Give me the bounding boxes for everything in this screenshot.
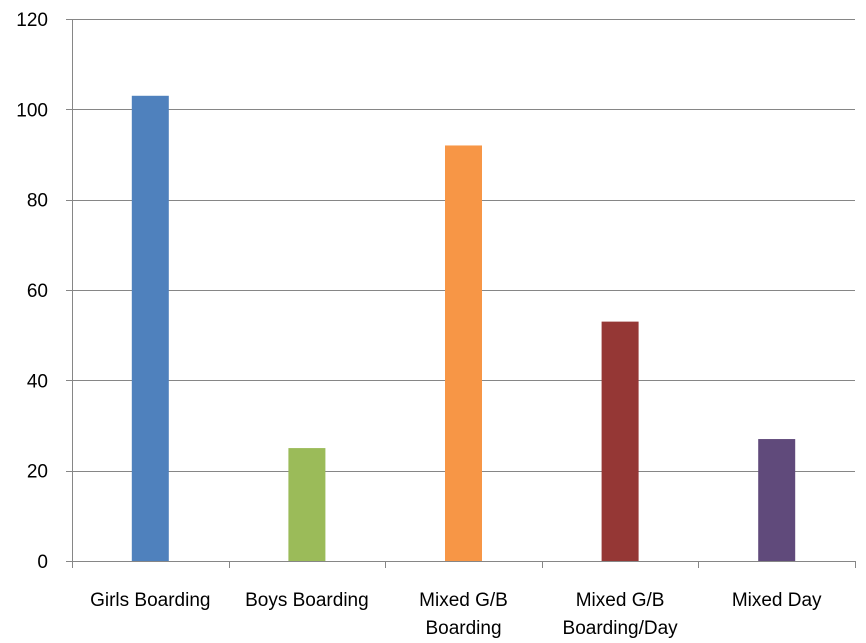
x-tick-label: Mixed G/B <box>576 590 665 611</box>
bar-3 <box>601 321 639 561</box>
y-tick-label: 80 <box>27 191 48 212</box>
x-tick-label: Girls Boarding <box>90 590 210 611</box>
y-tick-label: 120 <box>16 10 48 31</box>
y-axis-tick-labels: 0 20 40 60 80 100 120 <box>16 10 48 573</box>
axes <box>66 19 855 562</box>
bars <box>131 95 796 562</box>
x-axis-tick-labels: Girls Boarding Boys Boarding Mixed G/B Boar… <box>90 590 822 639</box>
x-tick-label: Boys Boarding <box>245 590 369 611</box>
y-tick-label: 100 <box>16 100 48 121</box>
bar-0 <box>131 95 169 562</box>
y-tick-label: 40 <box>27 371 48 392</box>
y-tick-label: 0 <box>37 552 48 573</box>
x-tick-label: Boarding <box>425 618 501 639</box>
bar-1 <box>288 448 326 561</box>
x-tick-label: Mixed Day <box>732 590 822 611</box>
bar-4 <box>758 439 796 561</box>
y-tick-label: 60 <box>27 281 48 302</box>
y-tick-label: 20 <box>27 462 48 483</box>
x-axis-ticks <box>72 561 856 568</box>
x-tick-label: Boarding/Day <box>563 618 679 639</box>
bar-2 <box>445 145 482 561</box>
x-tick-label: Mixed G/B <box>419 590 508 611</box>
